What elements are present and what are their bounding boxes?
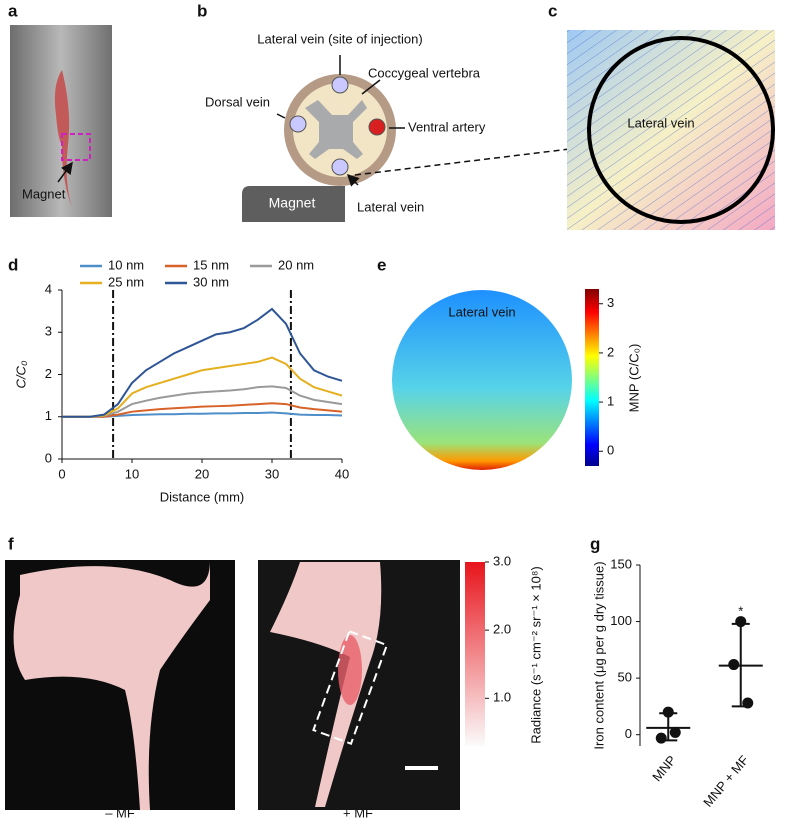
panel-label: e [377, 255, 386, 274]
x-tick-label: MNP [649, 752, 679, 784]
x-tick-label: 0 [58, 466, 65, 481]
label: + MF [343, 805, 373, 820]
y-tick-label: 2 [45, 366, 52, 381]
label: Lateral vein (site of injection) [257, 31, 422, 46]
data-point [669, 726, 681, 738]
colorbar-tick-label: 2.0 [493, 622, 511, 637]
vein-map [392, 290, 572, 470]
y-tick-label: 0 [625, 726, 632, 741]
y-tick-label: 4 [45, 281, 52, 296]
colorbar [465, 562, 485, 746]
colorbar [585, 289, 599, 466]
panel-label: f [8, 534, 14, 553]
vein [331, 76, 349, 94]
colorbar-tick-label: 2 [607, 344, 614, 359]
label: – MF [105, 805, 135, 820]
legend-label: 30 nm [193, 274, 229, 289]
x-tick-label: 30 [265, 466, 279, 481]
y-tick-label: 1 [45, 408, 52, 423]
vein [289, 115, 307, 133]
colorbar-tick-label: 1.0 [493, 690, 511, 705]
magnet-box [61, 133, 91, 161]
y-tick-label: 3 [45, 324, 52, 339]
x-axis-label: Distance (mm) [160, 489, 245, 504]
series-line [62, 402, 343, 418]
label: Ventral artery [408, 119, 486, 134]
y-tick-label: 100 [610, 613, 632, 628]
x-tick-label: MNP + MF [700, 752, 752, 809]
y-tick-label: 50 [618, 670, 632, 685]
colorbar-label: Radiance (s⁻¹ cm⁻² sr⁻¹ × 10⁸) [528, 566, 543, 743]
label: Dorsal vein [205, 94, 270, 109]
colorbar-tick-label: 3 [607, 295, 614, 310]
legend-label: 10 nm [108, 257, 144, 272]
arrow [57, 161, 73, 183]
panel-label: g [590, 534, 600, 553]
x-tick-label: 10 [125, 466, 139, 481]
axis [61, 290, 342, 460]
y-axis-label: C/C₀ [13, 360, 28, 388]
legend-label: 25 nm [108, 274, 144, 289]
vertebra [305, 100, 367, 159]
label: Lateral vein [448, 304, 515, 319]
legend-label: 20 nm [278, 257, 314, 272]
label: Magnet [22, 186, 66, 201]
pointer [276, 55, 405, 185]
series-line [62, 356, 343, 418]
series-line [62, 307, 343, 418]
mouse-tail [13, 560, 211, 810]
zoom-arrow [354, 143, 580, 176]
data-point [728, 659, 740, 671]
label: Lateral vein [627, 115, 694, 130]
legend-label: 15 nm [193, 257, 229, 272]
y-tick-label: 150 [610, 556, 632, 571]
label: Magnet [269, 195, 316, 211]
label: Lateral vein [357, 199, 424, 214]
x-tick-label: 40 [335, 466, 349, 481]
colorbar-tick-label: 3.0 [493, 553, 511, 568]
y-axis-label: Iron content (μg per g dry tissue) [591, 561, 606, 749]
colorbar-tick-label: 0 [607, 443, 614, 458]
field-lines [567, 30, 775, 230]
data-point [742, 697, 754, 709]
roi-box [312, 630, 389, 745]
panel-label: c [548, 1, 557, 20]
vein [331, 158, 349, 176]
panel-label: d [8, 255, 18, 274]
label: Coccygeal vertebra [368, 65, 481, 80]
magnet-block [242, 186, 345, 222]
panel-label: a [8, 1, 18, 20]
annotation: * [738, 603, 743, 618]
data-point [662, 706, 674, 718]
signal [338, 635, 362, 705]
panel-label: b [197, 1, 207, 20]
artery [368, 118, 386, 136]
colorbar-tick-label: 1 [607, 394, 614, 409]
colorbar-label: MNP (C/C₀) [626, 344, 641, 413]
data-point [735, 616, 747, 628]
vein-outline [587, 36, 775, 224]
data-point [655, 732, 667, 744]
mouse [54, 70, 72, 207]
x-tick-label: 20 [195, 466, 209, 481]
y-tick-label: 0 [45, 450, 52, 465]
mouse-tail [270, 562, 382, 807]
series-line [62, 385, 343, 418]
